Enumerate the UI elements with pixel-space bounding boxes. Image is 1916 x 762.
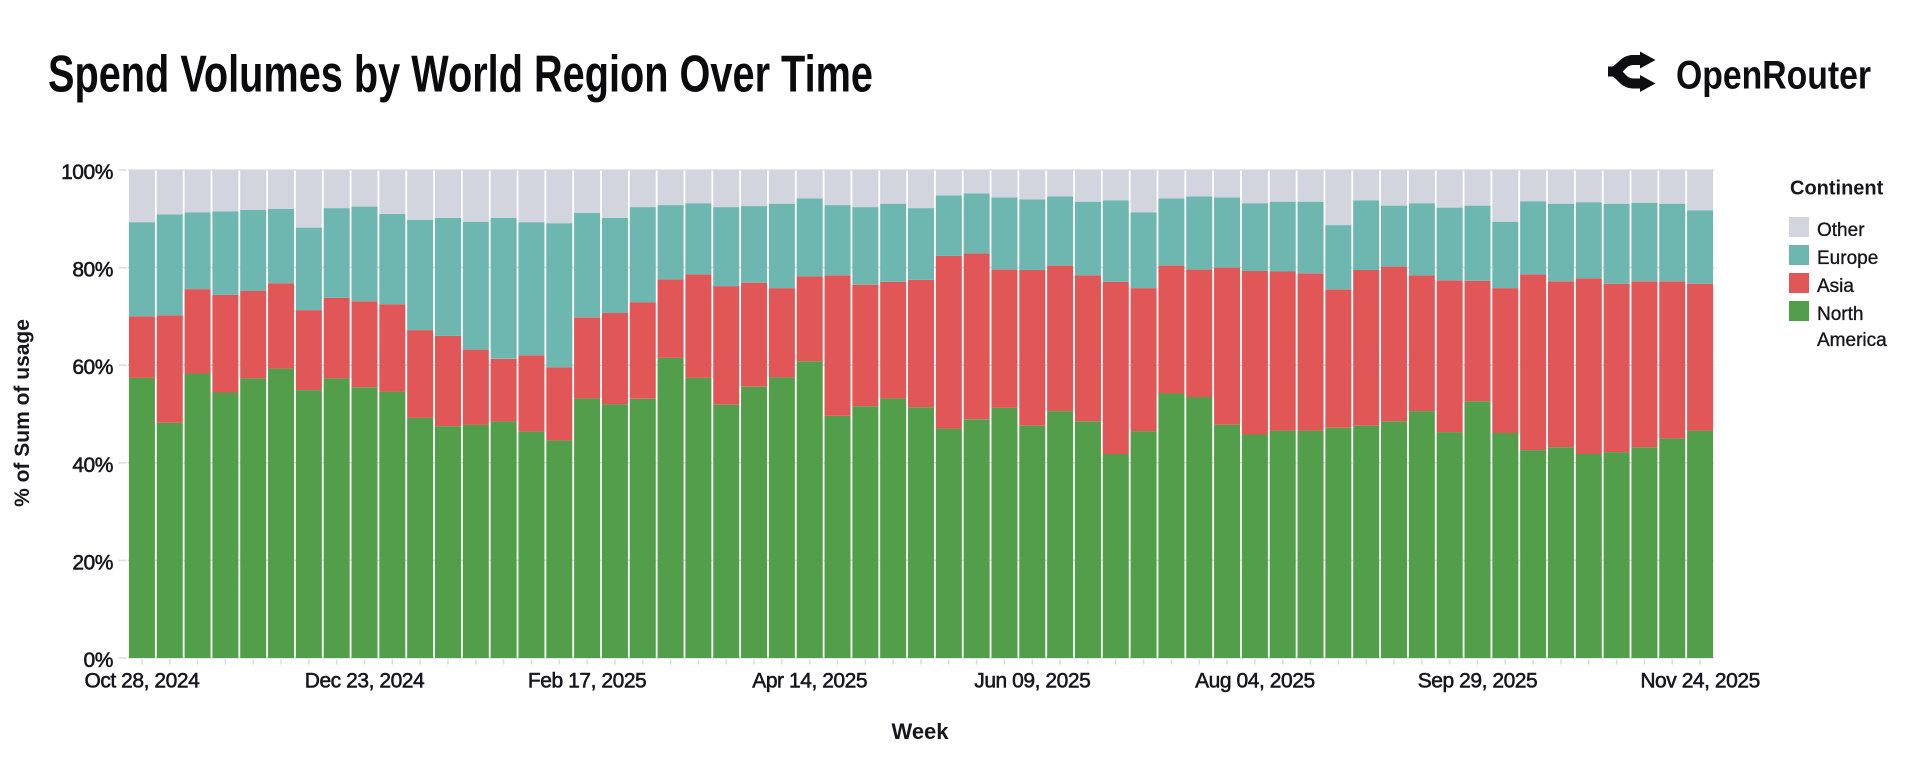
svg-text:Week: Week [891, 719, 949, 744]
svg-text:America: America [1817, 330, 1887, 351]
svg-text:% of Sum of usage: % of Sum of usage [11, 319, 34, 507]
svg-text:Jun 09, 2025: Jun 09, 2025 [974, 670, 1090, 693]
svg-text:Asia: Asia [1817, 276, 1854, 297]
svg-text:Aug 04, 2025: Aug 04, 2025 [1195, 670, 1315, 693]
svg-text:20%: 20% [72, 551, 113, 574]
svg-text:Other: Other [1817, 220, 1865, 241]
svg-text:Europe: Europe [1817, 248, 1878, 269]
svg-text:Nov 24, 2025: Nov 24, 2025 [1640, 670, 1760, 693]
svg-text:0%: 0% [84, 649, 113, 672]
svg-text:Oct 28, 2024: Oct 28, 2024 [84, 670, 200, 693]
svg-text:Feb 17, 2025: Feb 17, 2025 [528, 670, 646, 693]
svg-text:OpenRouter: OpenRouter [1676, 54, 1871, 98]
svg-text:Spend Volumes by World Region: Spend Volumes by World Region Over Time [48, 46, 873, 104]
svg-text:100%: 100% [61, 161, 113, 184]
svg-text:80%: 80% [72, 259, 113, 282]
svg-text:60%: 60% [72, 356, 113, 379]
svg-text:Continent: Continent [1790, 178, 1884, 200]
svg-text:Apr 14, 2025: Apr 14, 2025 [752, 670, 867, 693]
svg-text:Dec 23, 2024: Dec 23, 2024 [305, 670, 425, 693]
svg-text:North: North [1817, 304, 1863, 325]
svg-text:Sep 29, 2025: Sep 29, 2025 [1418, 670, 1538, 693]
svg-text:40%: 40% [72, 454, 113, 477]
